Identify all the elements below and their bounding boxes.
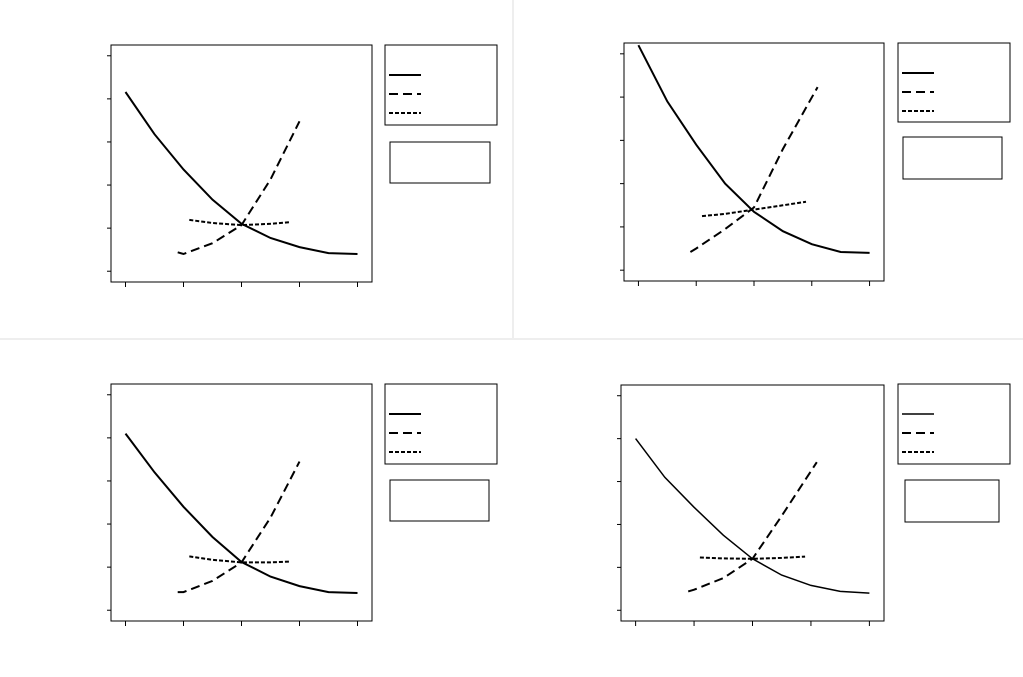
plot-frame	[620, 384, 885, 622]
note-box	[389, 479, 490, 522]
series-line	[687, 461, 818, 593]
series-line	[701, 200, 807, 218]
legend	[897, 383, 1011, 465]
series-line	[177, 120, 301, 256]
plot-frame	[623, 42, 885, 282]
series-line	[124, 433, 358, 594]
note-box	[904, 479, 1000, 523]
plot-frame	[110, 44, 373, 283]
legend	[384, 383, 498, 465]
series-line	[124, 91, 358, 255]
plot-frame	[110, 383, 373, 622]
note-box	[902, 136, 1003, 180]
series-line	[177, 461, 301, 594]
legend	[384, 44, 498, 126]
note-box	[389, 141, 491, 184]
series-line	[189, 555, 291, 564]
legend	[897, 42, 1011, 123]
series-line	[635, 438, 870, 594]
series-line	[689, 86, 819, 253]
series-line	[637, 44, 870, 254]
series-line	[699, 555, 806, 560]
series-line	[189, 218, 291, 227]
